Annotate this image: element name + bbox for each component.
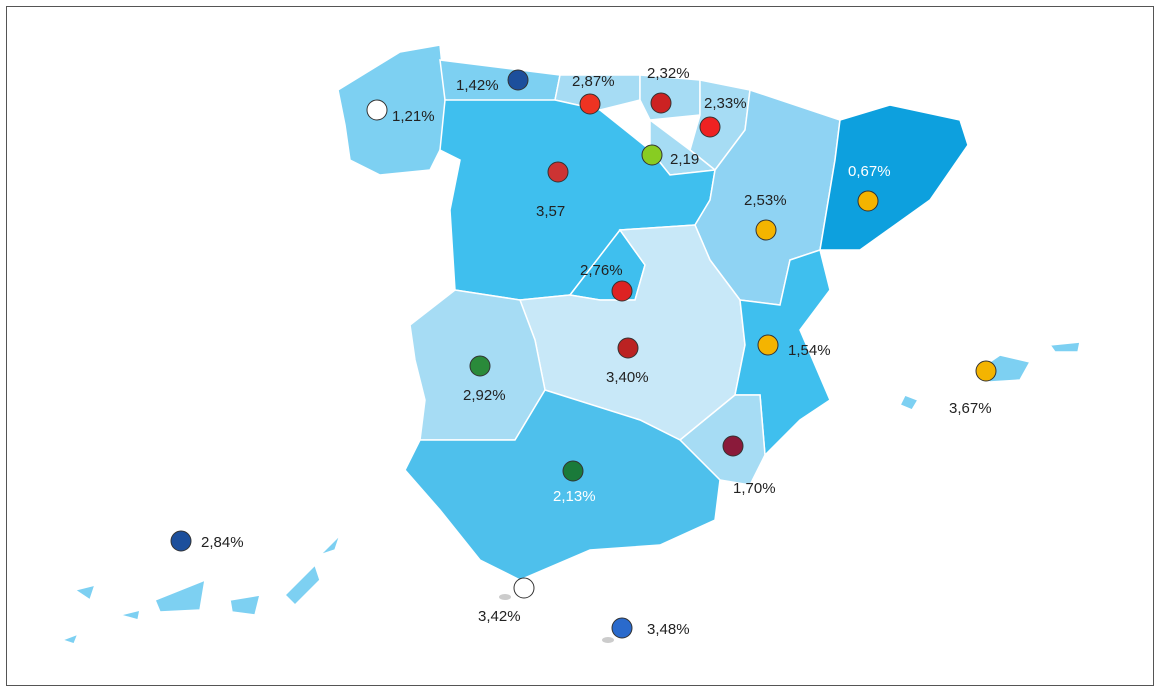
- region-label: 3,40%: [606, 369, 649, 386]
- flags: [170, 69, 997, 639]
- flag: [975, 360, 997, 382]
- flag: [170, 530, 192, 552]
- region-label: 2,87%: [572, 73, 615, 90]
- region-label: 3,57: [536, 203, 565, 220]
- region-label: 2,33%: [704, 95, 747, 112]
- flag: [507, 69, 529, 91]
- region-label: 1,70%: [733, 480, 776, 497]
- region-label: 3,67%: [949, 400, 992, 417]
- region-label: 2,32%: [647, 65, 690, 82]
- region-label: 3,42%: [478, 608, 521, 625]
- region-label: 0,67%: [848, 163, 891, 180]
- valencia: [734, 249, 831, 457]
- flag: [562, 460, 584, 482]
- region-label: 2,13%: [553, 488, 596, 505]
- labels: 1,21% 1,42% 2,87% 2,32% 2,33% 2,19 3,57 …: [201, 65, 992, 638]
- flag: [366, 99, 388, 121]
- flag: [547, 161, 569, 183]
- andalusia: [404, 389, 721, 581]
- region-label: 1,21%: [392, 108, 435, 125]
- flag: [641, 144, 663, 166]
- flag: [699, 116, 721, 138]
- region-label: 1,42%: [456, 77, 499, 94]
- flag: [469, 355, 491, 377]
- canaries: [59, 534, 341, 645]
- flag: [722, 435, 744, 457]
- flag: [857, 190, 879, 212]
- region-label: 2,53%: [744, 192, 787, 209]
- flag: [617, 337, 639, 359]
- ceuta: [499, 594, 511, 600]
- region-label: 1,54%: [788, 342, 831, 359]
- flag: [611, 280, 633, 302]
- melilla: [602, 637, 614, 643]
- flag: [611, 617, 633, 639]
- cantabria: [554, 74, 641, 111]
- region-label: 3,48%: [647, 621, 690, 638]
- region-label: 2,84%: [201, 534, 244, 551]
- region-label: 2,19: [670, 151, 699, 168]
- regions: [59, 44, 1081, 645]
- flag: [579, 93, 601, 115]
- region-label: 2,76%: [580, 262, 623, 279]
- catalonia: [819, 104, 969, 251]
- flag: [757, 334, 779, 356]
- flag: [513, 577, 535, 599]
- flag: [755, 219, 777, 241]
- region-label: 2,92%: [463, 387, 506, 404]
- flag: [650, 92, 672, 114]
